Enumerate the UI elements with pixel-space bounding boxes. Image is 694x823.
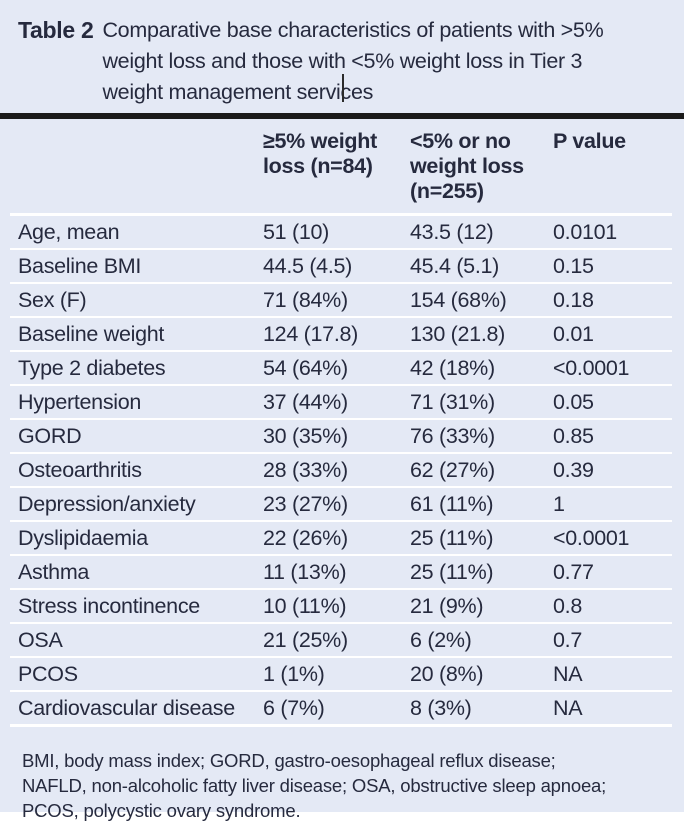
- cell-ge5-value: 28 (33%): [263, 457, 348, 482]
- cell-ge5-value: 6 (7%): [263, 695, 325, 720]
- row-characteristic-label: Sex (F): [18, 287, 87, 312]
- cell-lt5-value: 6 (2%): [410, 627, 472, 652]
- cell-p-value: 0.05: [553, 389, 594, 414]
- table-row: Asthma 11 (13%) 25 (11%) 0.77: [10, 556, 672, 590]
- row-characteristic-label: Type 2 diabetes: [18, 355, 166, 380]
- row-characteristic-label: Dyslipidaemia: [18, 525, 148, 550]
- cell-ge5-value: 11 (13%): [263, 559, 347, 584]
- table-number-label: Table 2: [18, 17, 94, 43]
- cell-lt5-value: 76 (33%): [410, 423, 495, 448]
- table-row: Baseline BMI 44.5 (4.5) 45.4 (5.1) 0.15: [10, 250, 672, 284]
- cell-p-value: 0.15: [553, 253, 594, 278]
- cell-p-value: NA: [553, 661, 583, 686]
- cell-lt5-value: 25 (11%): [410, 525, 494, 550]
- cell-ge5-value: 1 (1%): [263, 661, 325, 686]
- cell-ge5-value: 10 (11%): [263, 593, 347, 618]
- cell-ge5-value: 21 (25%): [263, 627, 348, 652]
- cell-ge5-value: 71 (84%): [263, 287, 348, 312]
- comparison-table: ≥5% weight loss (n=84) <5% or no weight …: [10, 119, 672, 727]
- table-row: Hypertension 37 (44%) 71 (31%) 0.05: [10, 386, 672, 420]
- column-header-ge5-weight-loss: ≥5% weight loss (n=84): [263, 129, 377, 178]
- row-characteristic-label: Stress incontinence: [18, 593, 200, 618]
- row-characteristic-label: Osteoarthritis: [18, 457, 142, 482]
- row-characteristic-label: PCOS: [18, 661, 78, 686]
- table-row: Dyslipidaemia 22 (26%) 25 (11%) <0.0001: [10, 522, 672, 556]
- cell-p-value: 0.01: [553, 321, 594, 346]
- column-header-p-value: P value: [553, 129, 626, 153]
- cell-ge5-value: 44.5 (4.5): [263, 253, 353, 278]
- cell-lt5-value: 62 (27%): [410, 457, 495, 482]
- row-characteristic-label: Asthma: [18, 559, 90, 584]
- cell-ge5-value: 23 (27%): [263, 491, 348, 516]
- cell-p-value: NA: [553, 695, 583, 720]
- table-row: Type 2 diabetes 54 (64%) 42 (18%) <0.000…: [10, 352, 672, 386]
- row-characteristic-label: Baseline BMI: [18, 253, 142, 278]
- title-line: weight management services: [102, 80, 374, 104]
- title-divider-rule: [0, 113, 684, 119]
- cell-p-value: 0.39: [553, 457, 594, 482]
- table-row: Osteoarthritis 28 (33%) 62 (27%) 0.39: [10, 454, 672, 488]
- row-characteristic-label: Baseline weight: [18, 321, 165, 346]
- table-row: Sex (F) 71 (84%) 154 (68%) 0.18: [10, 284, 672, 318]
- footnote-line: PCOS, polycystic ovary syndrome.: [22, 800, 301, 821]
- cell-ge5-value: 37 (44%): [263, 389, 348, 414]
- cell-p-value: 0.7: [553, 627, 582, 652]
- table-row: Age, mean 51 (10) 43.5 (12) 0.0101: [10, 216, 672, 250]
- cell-p-value: <0.0001: [553, 355, 630, 380]
- cell-ge5-value: 22 (26%): [263, 525, 348, 550]
- cell-ge5-value: 54 (64%): [263, 355, 348, 380]
- cell-p-value: 0.0101: [553, 219, 617, 244]
- row-characteristic-label: OSA: [18, 627, 63, 652]
- cell-p-value: 0.77: [553, 559, 594, 584]
- table-row: Stress incontinence 10 (11%) 21 (9%) 0.8: [10, 590, 672, 624]
- cell-ge5-value: 51 (10): [263, 219, 330, 244]
- cell-lt5-value: 45.4 (5.1): [410, 253, 500, 278]
- footnote-line: BMI, body mass index; GORD, gastro-oesop…: [22, 750, 556, 771]
- cell-lt5-value: 43.5 (12): [410, 219, 494, 244]
- cell-ge5-value: 30 (35%): [263, 423, 348, 448]
- table-row: Baseline weight 124 (17.8) 130 (21.8) 0.…: [10, 318, 672, 352]
- column-header-characteristic: [10, 126, 255, 132]
- table-row: Depression/anxiety 23 (27%) 61 (11%) 1: [10, 488, 672, 522]
- footnote-line: NAFLD, non-alcoholic fatty liver disease…: [22, 775, 607, 796]
- table-row: PCOS 1 (1%) 20 (8%) NA: [10, 658, 672, 692]
- cell-lt5-value: 21 (9%): [410, 593, 484, 618]
- cell-lt5-value: 20 (8%): [410, 661, 484, 686]
- cell-lt5-value: 130 (21.8): [410, 321, 506, 346]
- table-header-row: ≥5% weight loss (n=84) <5% or no weight …: [10, 119, 672, 216]
- row-characteristic-label: Age, mean: [18, 219, 120, 244]
- table-title: Table 2 Comparative base characteristics…: [0, 0, 684, 108]
- table-row: OSA 21 (25%) 6 (2%) 0.7: [10, 624, 672, 658]
- table-row: Cardiovascular disease 6 (7%) 8 (3%) NA: [10, 692, 672, 727]
- cell-lt5-value: 8 (3%): [410, 695, 472, 720]
- table-row: GORD 30 (35%) 76 (33%) 0.85: [10, 420, 672, 454]
- cell-p-value: 0.8: [553, 593, 582, 618]
- row-characteristic-label: Cardiovascular disease: [18, 695, 235, 720]
- cell-lt5-value: 25 (11%): [410, 559, 494, 584]
- title-line: weight loss and those with <5% weight lo…: [102, 49, 583, 73]
- row-characteristic-label: GORD: [18, 423, 82, 448]
- cell-lt5-value: 42 (18%): [410, 355, 495, 380]
- column-header-lt5-weight-loss: <5% or no weight loss (n=255): [410, 129, 524, 203]
- table-title-text: Comparative base characteristics of pati…: [102, 15, 603, 108]
- row-characteristic-label: Depression/anxiety: [18, 491, 196, 516]
- cell-lt5-value: 71 (31%): [410, 389, 495, 414]
- title-line: Comparative base characteristics of pati…: [102, 18, 604, 42]
- cell-lt5-value: 154 (68%): [410, 287, 507, 312]
- row-characteristic-label: Hypertension: [18, 389, 142, 414]
- cell-ge5-value: 124 (17.8): [263, 321, 359, 346]
- cell-lt5-value: 61 (11%): [410, 491, 494, 516]
- table-body: Age, mean 51 (10) 43.5 (12) 0.0101 Basel…: [10, 216, 672, 727]
- footnote: BMI, body mass index; GORD, gastro-oesop…: [0, 727, 684, 823]
- cell-p-value: 0.18: [553, 287, 594, 312]
- text-caret: [342, 74, 344, 102]
- cell-p-value: <0.0001: [553, 525, 630, 550]
- cell-p-value: 0.85: [553, 423, 594, 448]
- cell-p-value: 1: [553, 491, 565, 516]
